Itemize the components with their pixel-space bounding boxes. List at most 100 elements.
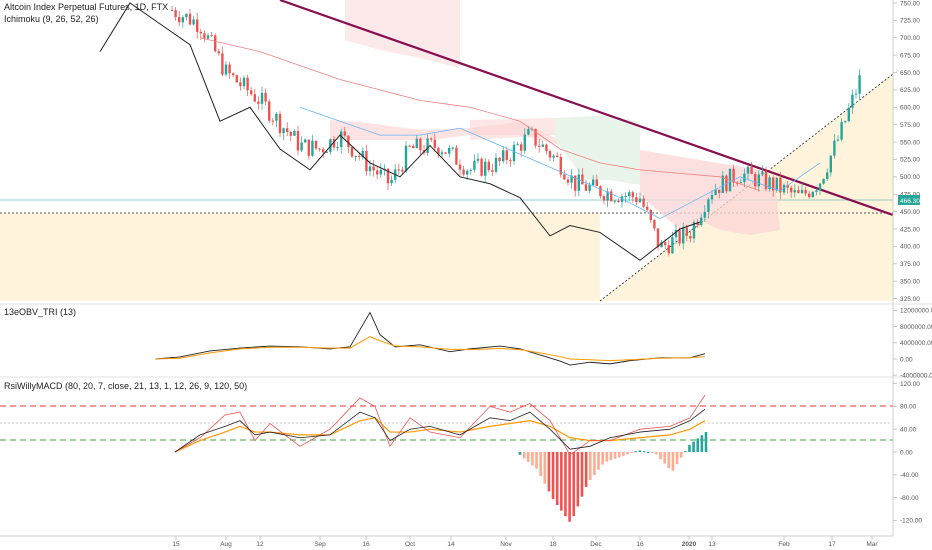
time-tick-label: 12 bbox=[256, 541, 264, 548]
macd-histogram-bar bbox=[555, 452, 559, 506]
candle-body bbox=[854, 93, 858, 95]
obv-axis[interactable]: 12000000.00 8000000.00 4000000.00 0.00 -4000… bbox=[893, 308, 932, 380]
candle-body bbox=[527, 128, 530, 135]
price-tick-label: 325.00 bbox=[900, 296, 920, 303]
time-tick-label: 16 bbox=[636, 541, 644, 548]
price-pane-title: Altcoin Index Perpetual Futures, 1D, FTX bbox=[4, 2, 168, 12]
price-tick-label: 400.00 bbox=[900, 244, 920, 251]
price-pane[interactable]: Altcoin Index Perpetual Futures, 1D, FTX… bbox=[0, 0, 894, 302]
candle-body bbox=[210, 35, 213, 37]
price-tick-label: 350.00 bbox=[900, 278, 920, 285]
candle-body bbox=[664, 242, 667, 246]
candle-body bbox=[480, 158, 483, 176]
macd-histogram-bar bbox=[535, 452, 538, 469]
candle-body bbox=[577, 174, 580, 191]
candle-body bbox=[347, 135, 350, 148]
candle-body bbox=[311, 140, 314, 156]
time-tick-label: Feb bbox=[778, 541, 790, 548]
candle-body bbox=[350, 147, 354, 157]
macd-histogram-bar bbox=[609, 452, 613, 461]
candle-body bbox=[700, 217, 703, 226]
candle-body bbox=[412, 146, 415, 149]
candle-body bbox=[736, 182, 739, 184]
candle-body bbox=[779, 177, 782, 193]
candle-body bbox=[804, 189, 807, 194]
candle-body bbox=[851, 94, 854, 108]
macd-histogram-bar bbox=[626, 452, 629, 455]
macd-histogram-bar bbox=[605, 452, 609, 462]
macd-histogram-bar bbox=[613, 452, 617, 459]
obv-pane[interactable]: 13eOBV_TRI (13) bbox=[4, 307, 706, 366]
macd-pane[interactable]: RsiWillyMACD (80, 20, 7, close, 21, 13, … bbox=[0, 381, 893, 522]
macd-histogram-bar bbox=[638, 450, 642, 452]
candle-body bbox=[437, 147, 440, 155]
macd-histogram bbox=[518, 432, 708, 522]
candle-body bbox=[466, 170, 469, 175]
candle-body bbox=[469, 169, 472, 171]
time-axis[interactable]: 15 Aug 12 Sep 16 Oct 14 Nov 18 Dec 16 2020 13 Feb 17 Ma… bbox=[172, 536, 878, 548]
price-tick-label: 575.00 bbox=[900, 122, 920, 129]
candle-body bbox=[282, 128, 285, 134]
candle-body bbox=[674, 229, 678, 238]
candle-body bbox=[491, 170, 494, 172]
macd-axis[interactable]: 120.00 80.00 40.00 0.00 -40.00 -80.00 -120.00 bbox=[893, 381, 922, 525]
candle-body bbox=[246, 77, 249, 91]
candle-body bbox=[750, 166, 753, 174]
candle-body bbox=[361, 151, 364, 157]
candle-body bbox=[768, 177, 771, 190]
macd-histogram-bar bbox=[634, 451, 638, 453]
candle-body bbox=[318, 148, 321, 150]
obv-tick-label: 12000000.00 bbox=[900, 308, 932, 315]
obv-line bbox=[154, 311, 706, 366]
candle-body bbox=[595, 179, 598, 187]
candle-body bbox=[448, 147, 451, 154]
candle-body bbox=[786, 184, 789, 188]
candle-body bbox=[336, 147, 339, 149]
price-tick-label: 550.00 bbox=[900, 139, 920, 146]
macd-histogram-bar bbox=[522, 452, 526, 459]
macd-histogram-bar bbox=[663, 452, 666, 464]
candle-body bbox=[458, 164, 462, 170]
candle-body bbox=[206, 35, 210, 39]
candle-body bbox=[181, 17, 184, 23]
candle-body bbox=[289, 131, 292, 136]
candle-body bbox=[304, 139, 307, 143]
candle-body bbox=[170, 9, 174, 11]
candle-body bbox=[628, 192, 631, 197]
candle-body bbox=[199, 31, 202, 34]
candle-body bbox=[858, 75, 861, 94]
candle-body bbox=[624, 196, 627, 198]
time-tick-label: 16 bbox=[362, 541, 370, 548]
candle-body bbox=[260, 92, 264, 104]
candle-body bbox=[696, 222, 699, 226]
candle-body bbox=[516, 144, 519, 146]
candle-body bbox=[761, 171, 764, 175]
candle-body bbox=[559, 156, 562, 175]
candle-body bbox=[725, 175, 728, 192]
candle-body bbox=[815, 190, 818, 192]
candle-body bbox=[707, 199, 710, 212]
candle-body bbox=[178, 17, 181, 23]
candle-body bbox=[808, 193, 811, 198]
macd-histogram-bar bbox=[700, 435, 704, 452]
candle-body bbox=[545, 144, 548, 152]
candle-body bbox=[358, 155, 361, 157]
macd-tick-label: 120.00 bbox=[900, 381, 920, 388]
candle-body bbox=[757, 174, 760, 187]
candle-body bbox=[451, 147, 454, 149]
candle-body bbox=[660, 242, 663, 248]
time-tick-label: 18 bbox=[549, 541, 557, 548]
candle-body bbox=[520, 144, 523, 151]
candle-body bbox=[487, 161, 490, 171]
price-tick-label: 675.00 bbox=[900, 52, 920, 59]
candle-body bbox=[300, 142, 303, 151]
price-tick-label: 600.00 bbox=[900, 105, 920, 112]
candle-body bbox=[390, 179, 393, 184]
descending-trendline bbox=[279, 0, 894, 217]
candle-body bbox=[782, 184, 786, 193]
candle-body bbox=[775, 177, 778, 191]
candle-body bbox=[426, 138, 429, 153]
macd-histogram-bar bbox=[518, 452, 522, 455]
candle-body bbox=[232, 73, 235, 76]
